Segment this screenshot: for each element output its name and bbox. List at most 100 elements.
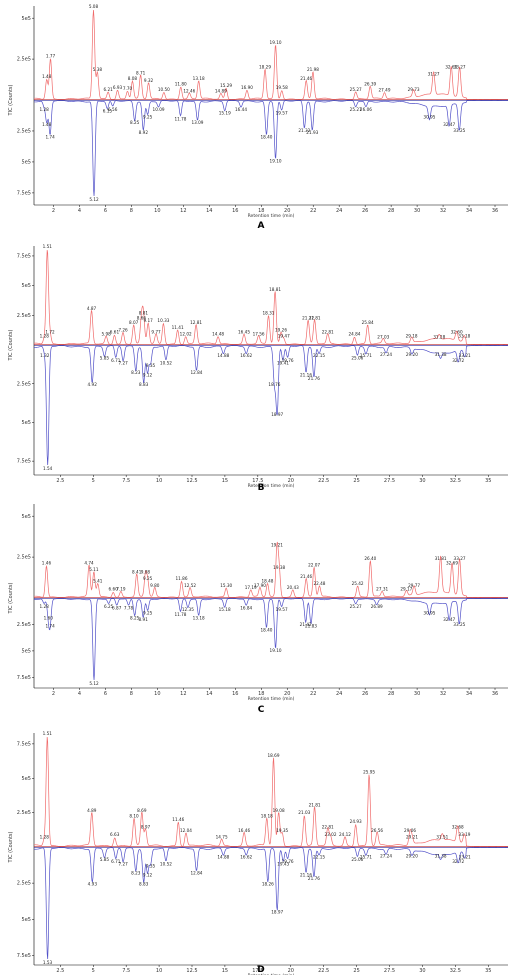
x-tick-label: 17.5 [252,968,263,974]
peak-label: 19.35 [276,828,288,833]
y-tick-label: 7.5e5 [17,191,31,197]
peak-label: 29.17 [400,587,412,592]
peak-label: 7.19 [116,587,126,592]
peak-label: 18.40 [260,135,272,140]
y-tick-label: 2.5e5 [17,129,31,135]
peak-label: 1.74 [45,135,55,140]
x-tick-label: 22 [310,208,316,214]
peak-label: 19.10 [270,648,282,653]
peak-label: 27.31 [376,587,388,592]
peak-label: 18.29 [259,64,271,69]
peak-label: 32.60 [451,330,463,335]
bottom-trace-line [33,344,509,466]
peak-label: 33.25 [453,128,465,133]
peak-label: 1.28 [39,107,49,112]
peak-label: 16.45 [238,330,250,335]
peak-label: 33.19 [458,832,470,837]
peak-label: 19.43 [277,861,289,866]
x-tick-label: 20 [288,478,294,484]
peak-label: 32.72 [452,358,464,363]
peak-label: 33.21 [459,855,471,860]
peak-label: 26.06 [360,107,372,112]
peak-label: 19.10 [270,159,282,164]
x-tick-label: 15 [222,478,228,484]
peak-label: 22.15 [313,855,325,860]
chart-panel-b: 7.5e5 5e5 2.5e5 2.5e5 5e5 7.5e5 TIC (Counts) 2.… [8,244,509,493]
peak-label: 7.70 [123,86,133,91]
peak-label: 18.69 [268,753,280,758]
peak-label: 32.68 [452,825,464,830]
x-tick-label: 35 [485,968,491,974]
x-tick-label: 30 [419,968,425,974]
peak-label: 29.77 [408,583,420,588]
peak-label: 1.53 [43,960,53,965]
y-tick-label: 7.5e5 [17,675,31,681]
x-tick-label: 2.5 [56,478,64,484]
peak-label: 8.71 [136,71,146,76]
peak-label: 10.52 [160,360,172,365]
peak-label: 14.89 [215,89,227,94]
y-tick-label: 2.5e5 [17,57,31,63]
peak-label: 6.93 [113,85,123,90]
x-tick-label: 14 [206,208,212,214]
y-tick-label: 5e5 [22,776,31,782]
peak-label: 6.87 [112,606,122,611]
peak-label: 1.51 [43,244,53,249]
x-tick-label: 20 [288,968,294,974]
peak-label: 16.90 [241,85,253,90]
peak-label: 32.63 [445,64,457,69]
x-tick-label: 25 [353,478,359,484]
x-tick-label: 16 [232,208,238,214]
peak-label: 25.71 [360,855,372,860]
x-tick-label: 2 [52,208,55,214]
peak-label: 12.46 [183,89,195,94]
peak-label: 22.81 [322,330,334,335]
peak-label: 5.11 [89,567,99,572]
peak-label: 27.24 [380,352,392,357]
peak-label: 4.74 [84,561,94,566]
y-tick-label: 5e5 [22,283,31,289]
x-tick-label: 30 [414,208,420,214]
y-tick-label: 2.5e5 [17,313,31,319]
x-tick-label: 22.5 [318,968,329,974]
peak-label: 8.69 [137,808,147,813]
peak-label: 8.41 [132,570,142,575]
peak-label: 25.06 [351,857,363,862]
peak-label: 7.78 [124,606,134,611]
peak-label: 25.71 [360,353,372,358]
panel-letter: B [258,483,265,493]
peak-label: 15.30 [220,583,232,588]
peak-label: 33.27 [454,64,466,69]
peak-label: 9.17 [143,318,153,323]
peak-label: 22.81 [322,825,334,830]
peak-label: 30.95 [423,114,435,119]
peak-label: 9.08 [141,570,151,575]
peak-label: 11.78 [174,612,186,617]
peak-label: 6.63 [110,832,120,837]
peak-label: 31.38 [435,352,447,357]
peak-label: 29.20 [406,854,418,859]
peak-label: 22.15 [313,353,325,358]
peak-label: 29.73 [408,87,420,92]
x-tick-label: 25 [353,968,359,974]
y-tick-label: 2.5e5 [17,810,31,816]
x-tick-label: 28 [388,691,394,697]
peak-label: 7.26 [118,328,128,333]
x-tick-label: 12 [180,208,186,214]
peak-label: 21.81 [309,315,321,320]
x-tick-label: 27.5 [384,968,395,974]
peak-label: 21.03 [298,810,310,815]
peak-label: 1.28 [40,333,50,338]
x-tick-label: 12.5 [186,968,197,974]
peak-label: 31.27 [428,72,440,77]
peak-label: 8.83 [139,882,149,887]
x-tick-label: 34 [466,691,472,697]
peak-label: 1.72 [45,330,55,335]
y-axis-title: TIC (Counts) [8,582,14,614]
peak-label: 25.27 [350,604,362,609]
panel-letter: D [257,965,264,975]
peak-label: 18.40 [260,628,272,633]
x-axis-title: Retention time (min) [248,696,295,702]
